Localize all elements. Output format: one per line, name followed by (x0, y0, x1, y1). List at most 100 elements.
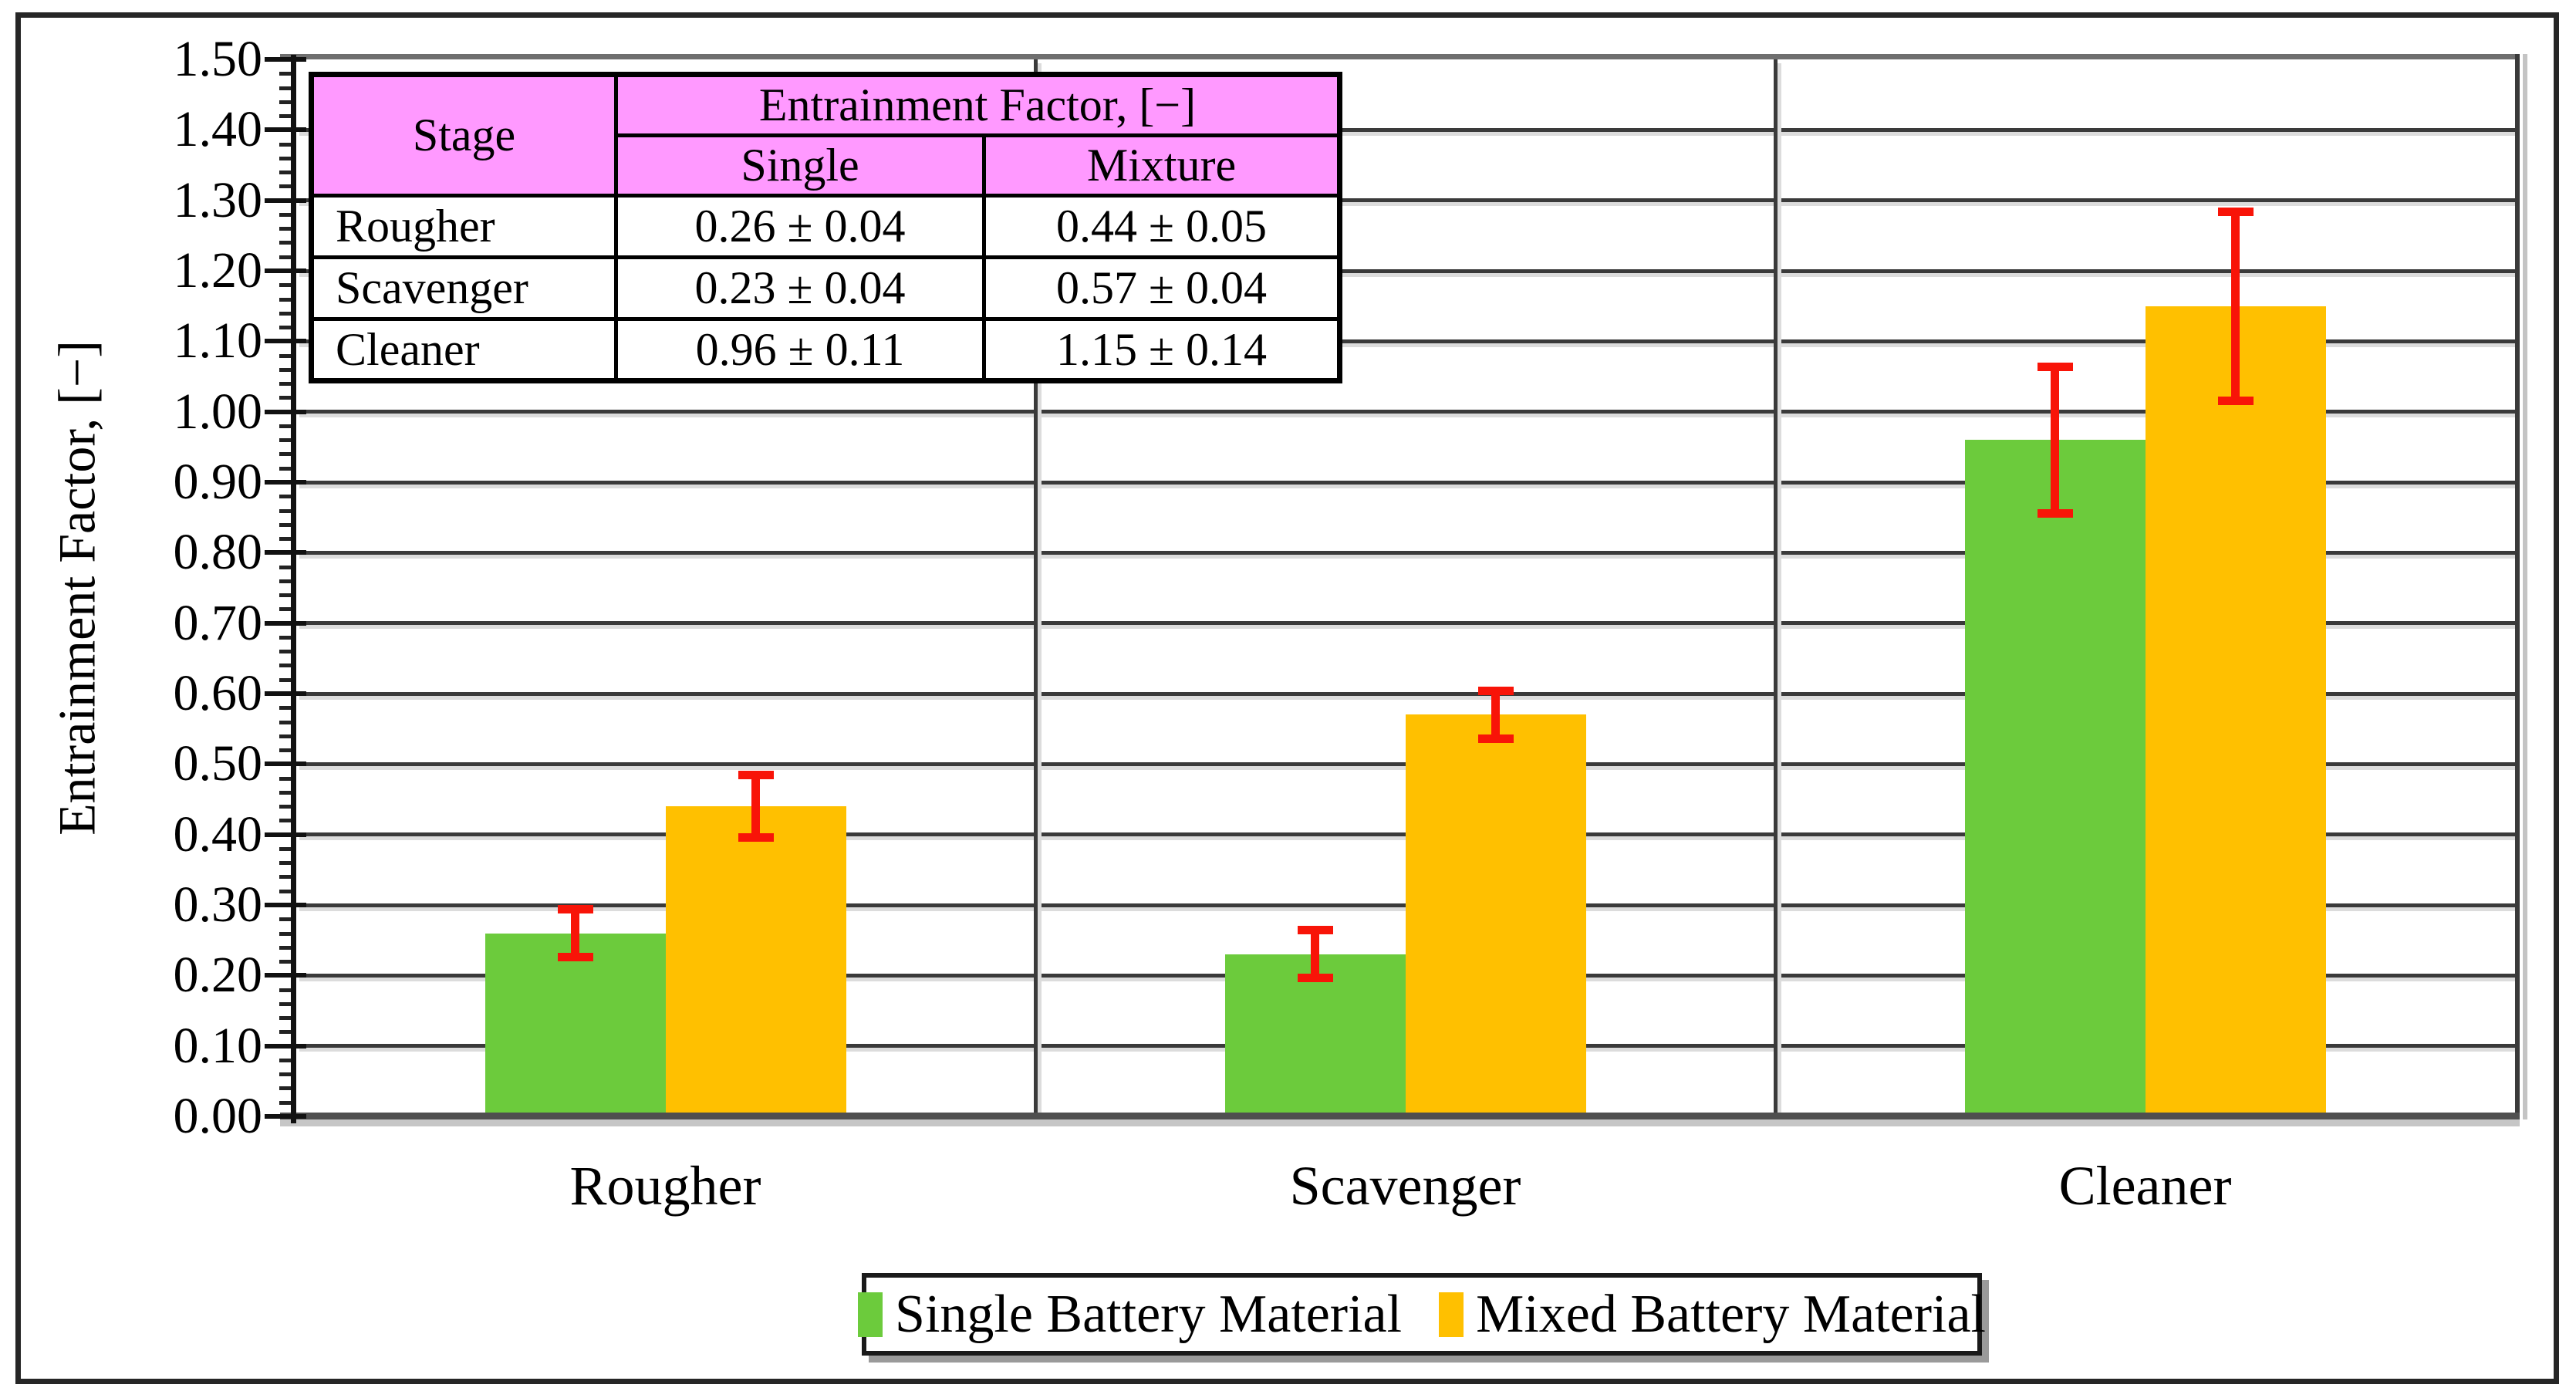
gridline-horizontal (295, 550, 2515, 555)
error-bar-cap-bottom (1477, 734, 1514, 743)
y-axis-minor-tick (279, 917, 295, 922)
y-axis-minor-tick (279, 72, 295, 76)
y-axis-minor-tick (279, 522, 295, 527)
table-cell-mixture: 1.15 ± 0.14 (982, 317, 1342, 383)
y-axis-tick-label: 0.50 (173, 735, 263, 792)
y-axis-minor-tick (279, 495, 295, 499)
bar-single-battery-material (1964, 440, 2146, 1116)
y-axis-tick-label: 0.00 (173, 1088, 263, 1144)
gridline-horizontal (295, 127, 2515, 132)
y-axis-minor-tick (279, 565, 295, 569)
y-axis-minor-tick (279, 1058, 295, 1062)
y-axis-tick-label: 1.10 (173, 312, 263, 370)
error-bar-cap-bottom (738, 832, 774, 842)
y-axis-major-tick (265, 480, 306, 485)
y-axis-minor-tick (279, 382, 295, 387)
y-axis-minor-tick (279, 846, 295, 851)
table-cell-single: 0.96 ± 0.11 (614, 317, 986, 383)
y-axis-minor-tick (279, 508, 295, 513)
y-axis-minor-tick (279, 734, 295, 738)
y-axis-tick-label: 0.20 (173, 947, 263, 1004)
y-axis-minor-tick (279, 677, 295, 682)
table-cell-single: 0.23 ± 0.04 (614, 255, 986, 321)
y-axis-tick-label: 0.40 (173, 805, 263, 863)
y-axis-minor-tick (279, 664, 295, 668)
y-axis-major-tick (265, 409, 306, 414)
error-bar-cap-top (557, 905, 593, 913)
table-header-mixture: Mixture (982, 133, 1342, 198)
y-axis-minor-tick (279, 720, 295, 724)
gridline-horizontal (295, 410, 2515, 414)
y-axis-minor-tick (279, 311, 295, 316)
y-axis-minor-tick (279, 650, 295, 654)
x-category-label: Cleaner (2058, 1155, 2232, 1217)
y-axis-minor-tick (279, 396, 295, 400)
y-axis-minor-tick (279, 889, 295, 893)
y-axis-minor-tick (279, 819, 295, 823)
y-axis-minor-tick (279, 184, 295, 189)
error-bar-cap-top (1297, 926, 1333, 935)
gridline-horizontal (295, 198, 2515, 203)
y-axis-minor-tick (279, 537, 295, 542)
y-axis-major-tick (265, 550, 306, 555)
y-axis-minor-tick (279, 875, 295, 880)
y-axis-minor-tick (279, 635, 295, 640)
y-axis-minor-tick (279, 212, 295, 217)
legend-label: Single Battery Material (895, 1284, 1403, 1344)
gridline-vertical (1773, 59, 1778, 1116)
table-header-group: Entrainment Factor, [−] (614, 73, 1342, 137)
y-axis-major-tick (265, 691, 306, 696)
error-bar-cap-bottom (557, 953, 593, 962)
bar-mixed-battery-material (665, 806, 846, 1116)
error-bar-cap-top (2037, 362, 2073, 371)
x-axis-line (280, 1113, 2520, 1119)
y-axis-tick-label: 1.30 (173, 171, 263, 228)
y-axis-major-tick (265, 198, 306, 203)
y-axis-major-tick (265, 973, 306, 978)
plot-area (280, 54, 2520, 1119)
error-bar-line (2231, 207, 2240, 405)
table-row: Cleaner 0.96 ± 0.11 1.15 ± 0.14 (309, 317, 1342, 383)
y-axis-minor-tick (279, 171, 295, 175)
gridline-horizontal (295, 268, 2515, 273)
y-axis-minor-tick (279, 945, 295, 950)
y-axis-minor-tick (279, 86, 295, 90)
y-axis-major-tick (265, 127, 306, 133)
error-bar-cap-bottom (2037, 508, 2073, 518)
y-axis-minor-tick (279, 452, 295, 457)
legend-label: Mixed Battery Material (1476, 1284, 1986, 1344)
inset-table: Stage Entrainment Factor, [−] Single Mix… (309, 72, 1342, 383)
y-axis-major-tick (265, 1114, 306, 1119)
y-axis-major-tick (265, 268, 306, 273)
y-axis-tick-label: 0.70 (173, 594, 263, 651)
error-bar-line (751, 771, 760, 842)
y-axis-minor-tick (279, 353, 295, 358)
y-axis-minor-tick (279, 1072, 295, 1077)
y-axis-tick-label: 0.80 (173, 524, 263, 581)
y-axis-tick-label: 1.00 (173, 383, 263, 440)
y-axis-major-tick (265, 761, 306, 767)
y-axis-tick-label: 0.60 (173, 665, 263, 721)
y-axis-minor-tick (279, 607, 295, 612)
y-axis-minor-tick (279, 142, 295, 147)
error-bar-cap-bottom (2217, 396, 2254, 405)
error-bar-line (2051, 362, 2059, 518)
table-cell-single: 0.26 ± 0.04 (614, 194, 986, 259)
y-axis-minor-tick (279, 1086, 295, 1091)
y-axis-minor-tick (279, 861, 295, 866)
table-row: Rougher 0.26 ± 0.04 0.44 ± 0.05 (309, 194, 1342, 259)
y-axis-minor-tick (279, 227, 295, 231)
y-axis-minor-tick (279, 283, 295, 288)
y-axis-major-tick (265, 903, 306, 907)
table-cell-stage: Rougher (309, 194, 618, 259)
plot-border-top (280, 54, 2515, 59)
bar-single-battery-material (484, 933, 666, 1116)
table-header-stage: Stage (309, 73, 618, 198)
y-axis-tick-label: 1.50 (173, 31, 263, 87)
y-axis-major-tick (265, 339, 306, 344)
y-axis-minor-tick (279, 326, 295, 330)
y-axis-minor-tick (279, 466, 295, 471)
y-axis-minor-tick (279, 424, 295, 428)
error-bars-layer (295, 59, 2515, 1116)
